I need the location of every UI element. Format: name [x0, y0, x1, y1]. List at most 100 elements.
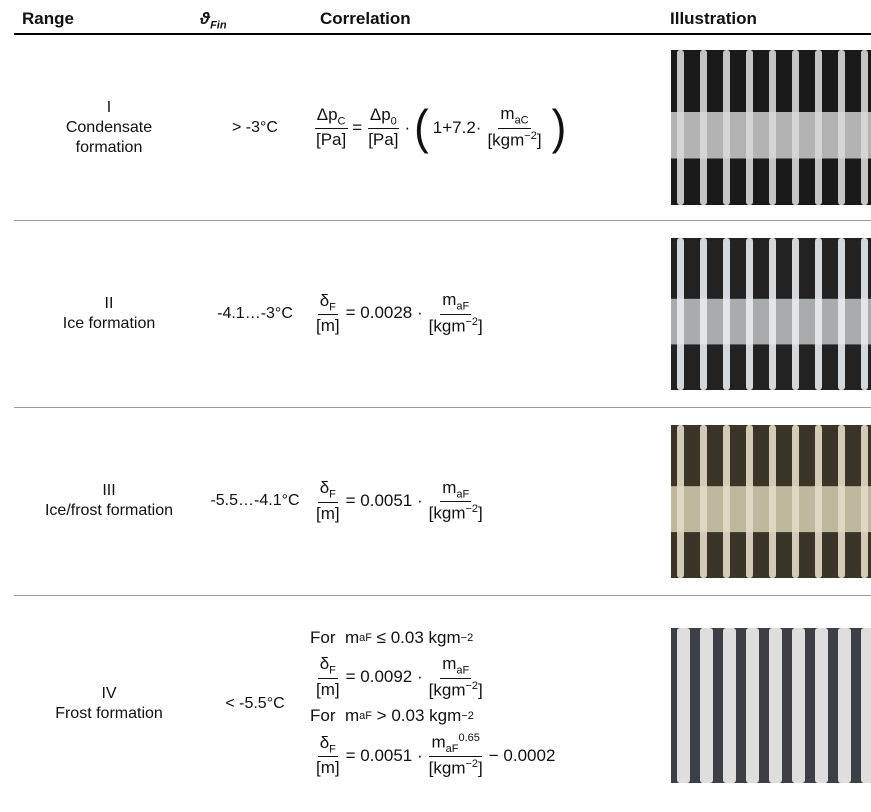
formula-text: = 0.0092 · [346, 667, 423, 687]
photo-detail [700, 425, 707, 578]
photo-detail [677, 50, 684, 205]
denominator: [kgm−2] [427, 757, 485, 779]
correlation: ΔpC[Pa]=Δp0[Pa]·(1+7.2·maC[kgm−2]) [310, 35, 670, 220]
denominator: [m] [314, 503, 342, 524]
photo-detail [769, 425, 776, 578]
range-name: formation [76, 138, 143, 158]
correlation: For maF ≤ 0.03 kgm−2δF[m]= 0.0092 ·maF[k… [310, 595, 670, 812]
formula-text: For m [310, 706, 359, 726]
denominator: [Pa] [314, 129, 348, 150]
range-name: Ice formation [63, 314, 155, 334]
fraction: δF [m] [314, 478, 342, 523]
numerator: maF [440, 290, 471, 314]
fraction: maF[kgm−2] [427, 478, 485, 524]
formula-text: m [442, 654, 456, 673]
superscript: −2 [461, 710, 474, 722]
formula-text: δ [320, 291, 329, 310]
formula-text: [m] [316, 504, 340, 523]
formula-text: ] [478, 504, 483, 523]
subscript: 0 [391, 115, 397, 127]
subscript: C [338, 115, 346, 127]
header-correlation: Correlation [320, 9, 411, 29]
superscript: −2 [465, 758, 478, 770]
formula-text: [kgm [429, 759, 466, 778]
denominator: [kgm−2] [427, 502, 485, 524]
photo-detail [723, 238, 730, 390]
numerator: maF [440, 478, 471, 502]
subscript: aF [446, 743, 459, 755]
formula-text: m [442, 478, 456, 497]
fraction: Δp0[Pa] [366, 105, 400, 150]
formula-text: [Pa] [316, 130, 346, 149]
photo-detail [861, 238, 868, 390]
subscript: aF [359, 710, 372, 722]
formula-text: m [500, 104, 514, 123]
subscript: F [329, 665, 336, 677]
range-name: Frost formation [55, 704, 163, 724]
range-number: I [107, 98, 111, 118]
formula-text: > 0.03 kgm [372, 706, 461, 726]
fraction: δF [m] [314, 654, 342, 699]
subscript: F [329, 743, 336, 755]
photo-detail [769, 628, 782, 783]
denominator: [kgm−2] [427, 315, 485, 337]
table-row: ICondensateformation> -3°CΔpC[Pa]=Δp0[Pa… [14, 35, 871, 221]
formula-text: = [352, 118, 362, 138]
formula-text: [Pa] [368, 130, 398, 149]
photo-detail [746, 425, 753, 578]
formula-line: δF[m]= 0.0028 ·maF[kgm−2] [310, 290, 670, 336]
table-row: IVFrost formation< -5.5°CFor maF ≤ 0.03 … [14, 595, 871, 812]
range-cell: IIIIce/frost formation [14, 407, 204, 595]
formula-text: δ [320, 478, 329, 497]
fraction: maF0.65[kgm−2] [427, 732, 485, 779]
photo-detail [792, 50, 799, 205]
formula-text: [kgm [487, 131, 524, 150]
numerator: Δp0 [368, 105, 399, 129]
subscript: aC [515, 115, 529, 127]
photo-detail [700, 238, 707, 390]
numerator: ΔpC [315, 105, 348, 129]
formula-text: ] [478, 317, 483, 336]
photo-detail [723, 425, 730, 578]
numerator: δF [318, 654, 338, 678]
photo-detail [677, 425, 684, 578]
photo-detail [815, 425, 822, 578]
denominator: [kgm−2] [485, 129, 543, 151]
fraction: maF[kgm−2] [427, 290, 485, 336]
formula-text: Δp [370, 105, 391, 124]
subscript: F [329, 489, 336, 501]
photo [671, 425, 871, 578]
range-number: IV [101, 684, 116, 704]
header-range: Range [22, 9, 74, 29]
superscript: −2 [524, 130, 537, 142]
numerator: δF [318, 733, 338, 757]
formula-text: = 0.0051 · [346, 746, 423, 766]
photo-detail [838, 238, 845, 390]
photo [671, 628, 871, 783]
photo-detail [861, 50, 868, 205]
subscript: aF [456, 488, 469, 500]
formula-text: − 0.0002 [489, 746, 556, 766]
denominator: [m] [314, 315, 342, 336]
photo-detail [746, 628, 759, 783]
formula-text: δ [320, 654, 329, 673]
photo-detail [677, 628, 690, 783]
photo-detail [700, 628, 713, 783]
formula-text: Δp [317, 105, 338, 124]
photo-detail [769, 50, 776, 205]
photo-detail [838, 50, 845, 205]
header-illustration: Illustration [670, 9, 757, 29]
photo-detail [792, 628, 805, 783]
range-name: Condensate [66, 118, 152, 138]
formula-text: [m] [316, 316, 340, 335]
formula-line: δF[m]= 0.0051 ·maF0.65[kgm−2]− 0.0002 [310, 732, 670, 779]
theta: ϑ [200, 9, 210, 28]
photo-detail [815, 628, 828, 783]
numerator: maF0.65 [429, 732, 481, 757]
photo-detail [838, 425, 845, 578]
fraction: δF[m] [314, 733, 342, 778]
formula-text: [m] [316, 680, 340, 699]
